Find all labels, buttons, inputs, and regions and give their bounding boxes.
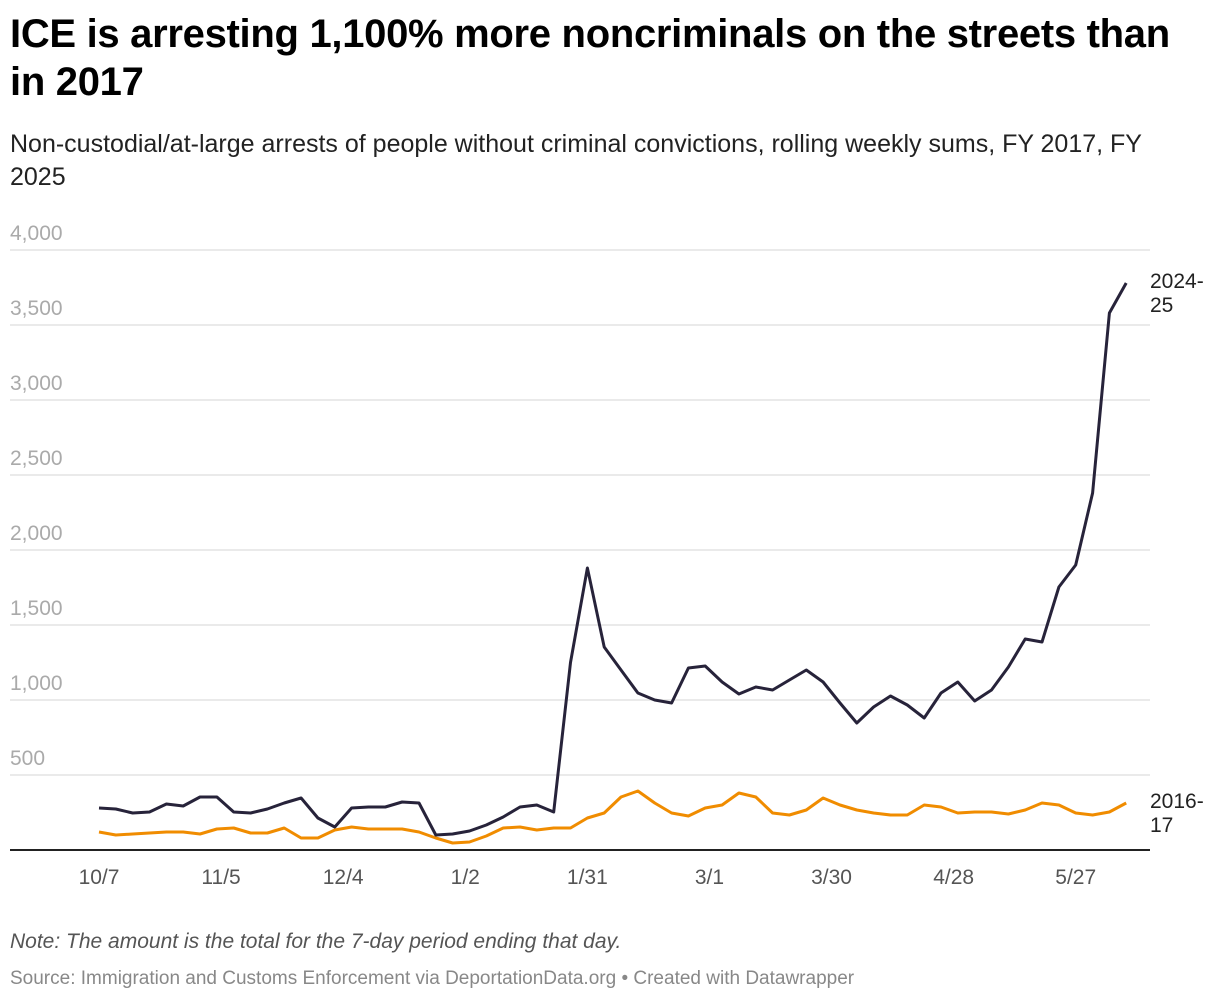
x-tick-label: 1/31	[567, 866, 608, 889]
series-label: 2016-17	[1150, 790, 1204, 837]
y-tick-label: 3,500	[10, 297, 63, 320]
x-tick-label: 5/27	[1055, 866, 1096, 889]
y-tick-label: 2,500	[10, 447, 63, 470]
x-tick-label: 10/7	[79, 866, 120, 889]
x-tick-label: 1/2	[451, 866, 480, 889]
chart-source: Source: Immigration and Customs Enforcem…	[10, 968, 855, 989]
series-line-2024-25	[98, 282, 1128, 837]
line-chart: 4,000 3,500 3,000 2,500 2,000 1,500 1,000 500 10…	[10, 222, 1204, 889]
chart-note: Note: The amount is the total for the 7-…	[10, 930, 622, 953]
x-tick-label: 11/5	[201, 866, 240, 889]
chart-title: ICE is arresting 1,100% more noncriminal…	[10, 12, 1170, 104]
chart-subtitle: Non-custodial/at-large arrests of people…	[10, 130, 1142, 191]
series-line-2016-17	[98, 789, 1127, 845]
y-tick-label: 2,000	[10, 522, 63, 545]
x-tick-label: 12/4	[323, 866, 364, 889]
y-tick-label: 1,000	[10, 672, 63, 695]
y-tick-label: 1,500	[10, 597, 63, 620]
y-tick-label: 500	[10, 747, 45, 770]
x-tick-label: 3/1	[695, 866, 724, 889]
x-tick-label: 4/28	[933, 866, 974, 889]
y-tick-label: 3,000	[10, 372, 63, 395]
series-label: 2024-25	[1150, 270, 1204, 317]
x-tick-label: 3/30	[811, 866, 852, 889]
y-tick-label: 4,000	[10, 222, 63, 245]
